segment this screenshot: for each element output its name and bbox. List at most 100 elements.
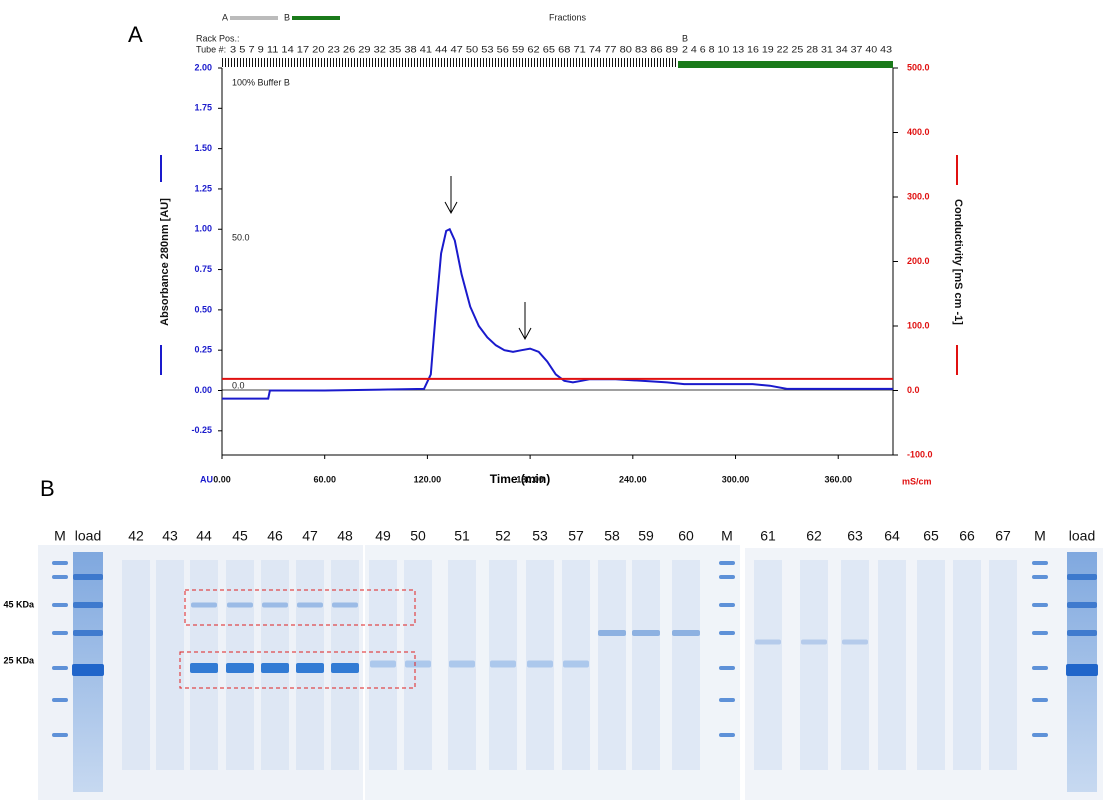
peak-arrow (519, 302, 531, 339)
gel-band (801, 640, 827, 645)
gel-smear (632, 560, 660, 770)
lane-label: load (75, 528, 101, 544)
gel-band (296, 663, 324, 673)
lane-label: 67 (995, 528, 1011, 544)
gel-band (1032, 575, 1048, 579)
panel-label: A (128, 22, 143, 47)
gel-band (332, 603, 358, 608)
gel-band (52, 698, 68, 702)
lane-label: 49 (375, 528, 391, 544)
gel-band (1032, 603, 1048, 607)
gel-band (72, 664, 104, 676)
lane-label: 62 (806, 528, 822, 544)
gel-band (719, 603, 735, 607)
gel-band (449, 661, 475, 668)
fraction-header: Fractions (549, 12, 587, 22)
x-tick-label: 180.00 (516, 474, 544, 484)
legend-b: B (284, 12, 290, 22)
legend-a: A (222, 12, 228, 22)
marker-label: 25 KDa (3, 655, 35, 665)
lane-label: M (721, 528, 733, 544)
lane-label: 64 (884, 528, 900, 544)
gel-band (52, 603, 68, 607)
y-tick-label: 0.75 (194, 264, 212, 274)
lane-label: 53 (532, 528, 548, 544)
lane-label: 57 (568, 528, 584, 544)
lane-label: 47 (302, 528, 318, 544)
gel-smear (754, 560, 782, 770)
y2-tick-label: 0.0 (907, 385, 920, 395)
x-tick-label: 360.00 (824, 474, 852, 484)
y-tick-label: 0.00 (194, 385, 212, 395)
fractions: 2 4 6 8 10 13 16 19 22 25 28 31 34 37 40… (682, 44, 892, 54)
lane-label: M (1034, 528, 1046, 544)
gel-band (405, 661, 431, 668)
gel-band (1032, 698, 1048, 702)
y-tick-label: -0.25 (191, 425, 212, 435)
y2-tick-label: 500.0 (907, 62, 930, 72)
x-tick-label: 120.00 (414, 474, 442, 484)
gel-band (262, 603, 288, 608)
fraction-bar (678, 61, 893, 68)
legend-b-bar (292, 16, 340, 20)
lane-label: 59 (638, 528, 654, 544)
y2-tick-label: 100.0 (907, 320, 930, 330)
y2-unit: mS/cm (902, 476, 932, 486)
marker-label: 45 KDa (3, 599, 35, 609)
y2-tick-label: 200.0 (907, 256, 930, 266)
y2-tick-label: 300.0 (907, 191, 930, 201)
gel-band (297, 603, 323, 608)
gel-band (719, 698, 735, 702)
series-line (222, 229, 893, 398)
gel-band (527, 661, 553, 668)
gel-band (719, 561, 735, 565)
gel-smear (878, 560, 906, 770)
gradient-label: 50.0 (232, 232, 250, 242)
gel-band (719, 666, 735, 670)
gel-smear (841, 560, 869, 770)
lane-label: 42 (128, 528, 144, 544)
figure: A B A B Fractions Rack Pos.: Tube #: B 3… (0, 0, 1103, 803)
gel-band (719, 733, 735, 737)
rack-pos: Rack Pos.: (196, 33, 240, 43)
lane-label: 48 (337, 528, 353, 544)
gel-band (755, 640, 781, 645)
tube: Tube #: (196, 44, 226, 54)
y-tick-label: 0.25 (194, 345, 212, 355)
gel-smear (953, 560, 981, 770)
gel-band (52, 666, 68, 670)
lane-label: M (54, 528, 66, 544)
gel-band (227, 603, 253, 608)
gel-band (632, 630, 660, 636)
y-tick-label: 1.00 (194, 224, 212, 234)
gel-band (73, 574, 103, 580)
gel-band (331, 663, 359, 673)
y-tick-label: 2.00 (194, 62, 212, 72)
y-tick-label: 1.50 (194, 143, 212, 153)
gel-smear (917, 560, 945, 770)
gel-band (719, 575, 735, 579)
y-tick-label: 1.25 (194, 183, 212, 193)
gel-band (73, 630, 103, 636)
gel (38, 545, 1103, 800)
gel-smear (672, 560, 700, 770)
gel-band (1032, 561, 1048, 565)
gel-band (1067, 630, 1097, 636)
gel-band (52, 561, 68, 565)
gel-band (598, 630, 626, 636)
lane-label: 45 (232, 528, 248, 544)
lane-label: 63 (847, 528, 863, 544)
y2-tick-label: -100.0 (907, 449, 933, 459)
lane-label: 50 (410, 528, 426, 544)
gel-band (842, 640, 868, 645)
lane-label: 60 (678, 528, 694, 544)
lane-label: 66 (959, 528, 975, 544)
gel-band (1032, 631, 1048, 635)
gel-band (52, 631, 68, 635)
lane-label: 51 (454, 528, 470, 544)
gel-band (563, 661, 589, 668)
y2-axis-title: Conductivity [mS cm -1] (952, 199, 964, 325)
gel-smear (122, 560, 150, 770)
gel-band (226, 663, 254, 673)
lane-label: load (1069, 528, 1095, 544)
